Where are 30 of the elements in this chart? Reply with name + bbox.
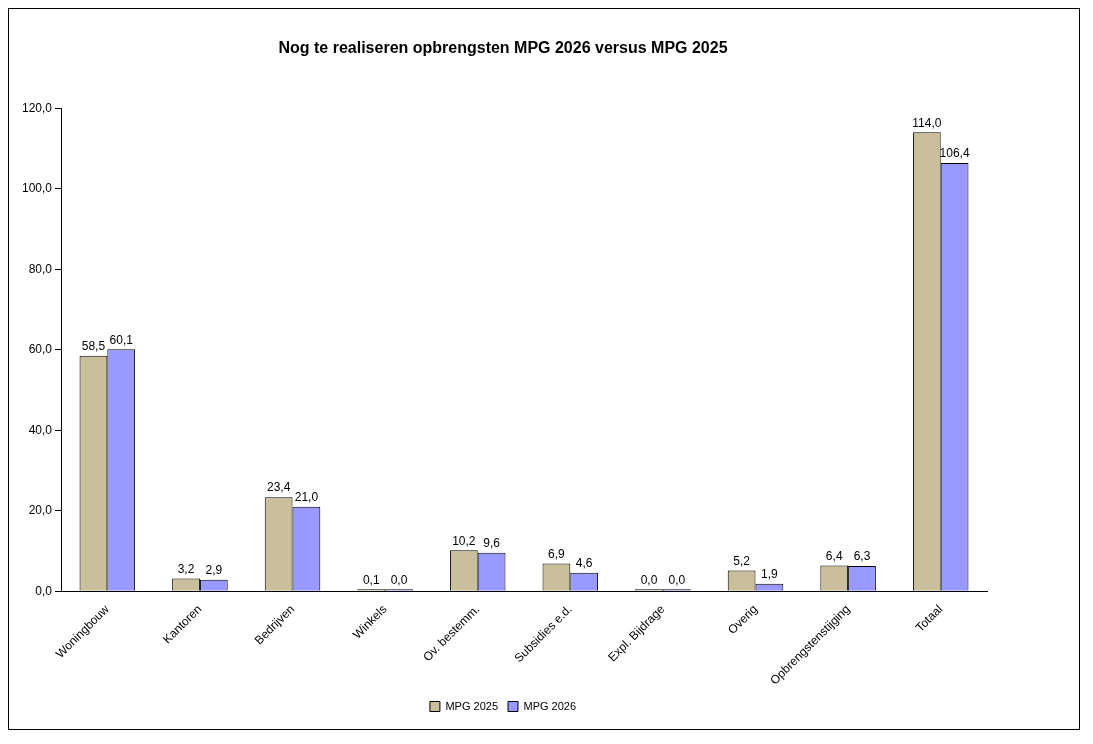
data-label: 60,1 [109,332,134,347]
data-label: 21,0 [294,490,319,505]
data-label: 0,0 [640,572,658,587]
data-label: 5,2 [733,553,751,568]
data-label: 23,4 [266,480,291,495]
data-label: 0,0 [390,572,408,587]
data-label: 2,9 [205,562,223,577]
legend-label: MPG 2025 [445,699,499,712]
data-label: 114,0 [912,115,942,130]
y-tick-label: 120,0 [22,100,53,115]
y-tick-label: 80,0 [28,261,53,276]
y-tick-label: 60,0 [28,342,53,357]
data-label: 9,6 [483,536,501,551]
data-label: 10,2 [452,533,476,548]
y-tick-label: 40,0 [28,422,53,437]
data-label: 0,0 [668,572,686,587]
legend-label: MPG 2026 [523,699,577,712]
data-label: 6,3 [853,549,871,564]
y-tick-label: 100,0 [22,181,53,196]
data-label: 6,4 [825,548,843,563]
y-tick-label: 0,0 [35,583,53,598]
data-label: 58,5 [81,339,106,354]
data-label: 6,9 [548,546,566,561]
chart-title: Nog te realiseren opbrengsten MPG 2026 versus MPG 2025 [278,39,728,57]
y-tick-label: 20,0 [28,503,53,518]
data-label: 1,9 [761,567,779,582]
data-label: 0,1 [362,572,380,587]
data-label: 3,2 [177,561,195,576]
data-label: 106,4 [939,146,970,161]
data-label: 4,6 [575,556,593,571]
